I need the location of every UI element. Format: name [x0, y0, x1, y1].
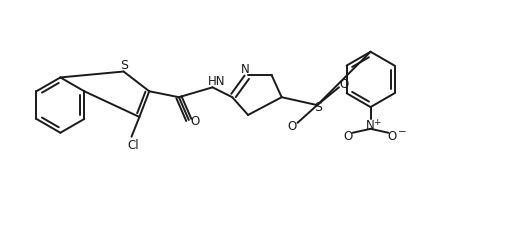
- Text: S: S: [120, 59, 128, 72]
- Text: O: O: [286, 120, 295, 133]
- Text: O: O: [338, 78, 348, 91]
- Text: S: S: [314, 100, 322, 113]
- Text: O: O: [387, 130, 396, 143]
- Text: −: −: [397, 126, 406, 136]
- Text: N: N: [240, 63, 249, 76]
- Text: O: O: [190, 115, 199, 128]
- Text: N: N: [366, 119, 374, 132]
- Text: O: O: [342, 130, 352, 143]
- Text: Cl: Cl: [127, 138, 139, 151]
- Text: +: +: [372, 118, 379, 127]
- Text: HN: HN: [207, 75, 225, 88]
